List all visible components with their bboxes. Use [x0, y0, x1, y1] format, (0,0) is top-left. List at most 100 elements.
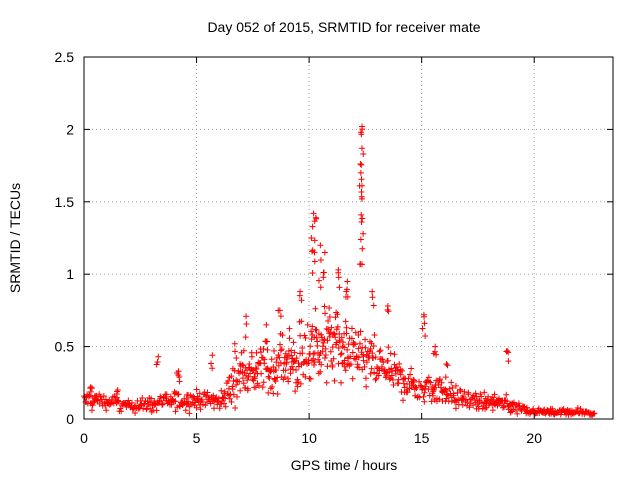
data-point	[408, 365, 415, 372]
data-point	[132, 409, 139, 416]
data-point	[416, 394, 423, 401]
data-point	[505, 358, 512, 365]
data-point	[420, 393, 427, 400]
data-point	[485, 393, 492, 400]
data-point	[393, 364, 400, 371]
data-point	[416, 378, 423, 385]
data-point	[96, 391, 103, 398]
data-point	[328, 324, 335, 331]
data-point	[296, 318, 303, 325]
data-point	[436, 375, 443, 382]
data-point	[309, 323, 316, 330]
data-point	[459, 401, 466, 408]
data-point	[368, 365, 375, 372]
data-point	[355, 331, 362, 338]
data-point	[332, 334, 339, 341]
y-tick-label: 2.5	[55, 49, 75, 65]
data-point	[273, 359, 280, 366]
data-point	[182, 407, 189, 414]
data-point	[379, 356, 386, 363]
data-point	[277, 359, 284, 366]
data-point	[370, 302, 377, 309]
data-point	[311, 258, 318, 265]
data-point	[115, 398, 122, 405]
data-point	[268, 356, 275, 363]
data-point	[431, 348, 438, 355]
data-point	[397, 371, 404, 378]
data-point	[258, 349, 265, 356]
data-point	[342, 318, 349, 325]
data-point	[347, 361, 354, 368]
data-point	[371, 369, 378, 376]
data-point	[448, 398, 455, 405]
data-point	[168, 401, 175, 408]
data-point	[397, 366, 404, 373]
data-point	[259, 384, 266, 391]
data-point	[419, 325, 426, 332]
data-point	[87, 385, 94, 392]
chart-title: Day 052 of 2015, SRMTID for receiver mat…	[207, 19, 480, 35]
data-point	[384, 306, 391, 313]
data-point	[349, 375, 356, 382]
data-point	[357, 328, 364, 335]
data-point	[313, 334, 320, 341]
data-point	[315, 370, 322, 377]
data-point	[114, 397, 121, 404]
data-point	[404, 389, 411, 396]
data-point	[90, 399, 97, 406]
data-point	[320, 339, 327, 346]
data-point	[292, 357, 299, 364]
data-point	[384, 357, 391, 364]
data-point	[310, 210, 317, 217]
data-point	[396, 360, 403, 367]
data-point	[237, 387, 244, 394]
data-point	[253, 349, 260, 356]
data-point	[358, 189, 365, 196]
data-point	[176, 402, 183, 409]
data-point	[319, 348, 326, 355]
data-point	[286, 325, 293, 332]
data-point	[244, 377, 251, 384]
data-point	[338, 379, 345, 386]
data-point	[489, 394, 496, 401]
data-point	[172, 398, 179, 405]
data-point	[271, 347, 278, 354]
plot-border	[83, 56, 614, 420]
data-point	[322, 345, 329, 352]
data-point	[302, 334, 309, 341]
y-tick-label: 2	[66, 121, 74, 137]
data-point	[322, 310, 329, 317]
data-point	[362, 336, 369, 343]
data-point	[466, 404, 473, 411]
data-point	[362, 375, 369, 382]
data-point	[332, 314, 339, 321]
data-point	[317, 242, 324, 249]
data-point	[264, 346, 271, 353]
data-point	[252, 384, 259, 391]
data-point	[351, 341, 358, 348]
data-point	[516, 402, 523, 409]
data-point	[370, 355, 377, 362]
data-point	[308, 235, 315, 241]
data-point	[482, 405, 489, 412]
data-point	[228, 399, 235, 406]
data-point	[265, 373, 272, 380]
data-point	[287, 370, 294, 377]
data-point	[270, 390, 277, 397]
data-point	[391, 351, 398, 358]
data-point	[253, 365, 260, 372]
data-point	[202, 402, 209, 409]
data-point	[312, 305, 319, 312]
x-tick-label: 0	[80, 430, 88, 446]
data-point	[281, 374, 288, 381]
data-point	[438, 379, 445, 386]
data-point	[218, 400, 225, 407]
data-point	[335, 274, 342, 281]
data-point	[335, 345, 342, 352]
data-point	[256, 382, 263, 389]
data-point	[357, 261, 364, 268]
data-point	[357, 160, 364, 167]
data-point	[263, 321, 270, 328]
data-point	[239, 361, 246, 368]
data-point	[392, 370, 399, 377]
